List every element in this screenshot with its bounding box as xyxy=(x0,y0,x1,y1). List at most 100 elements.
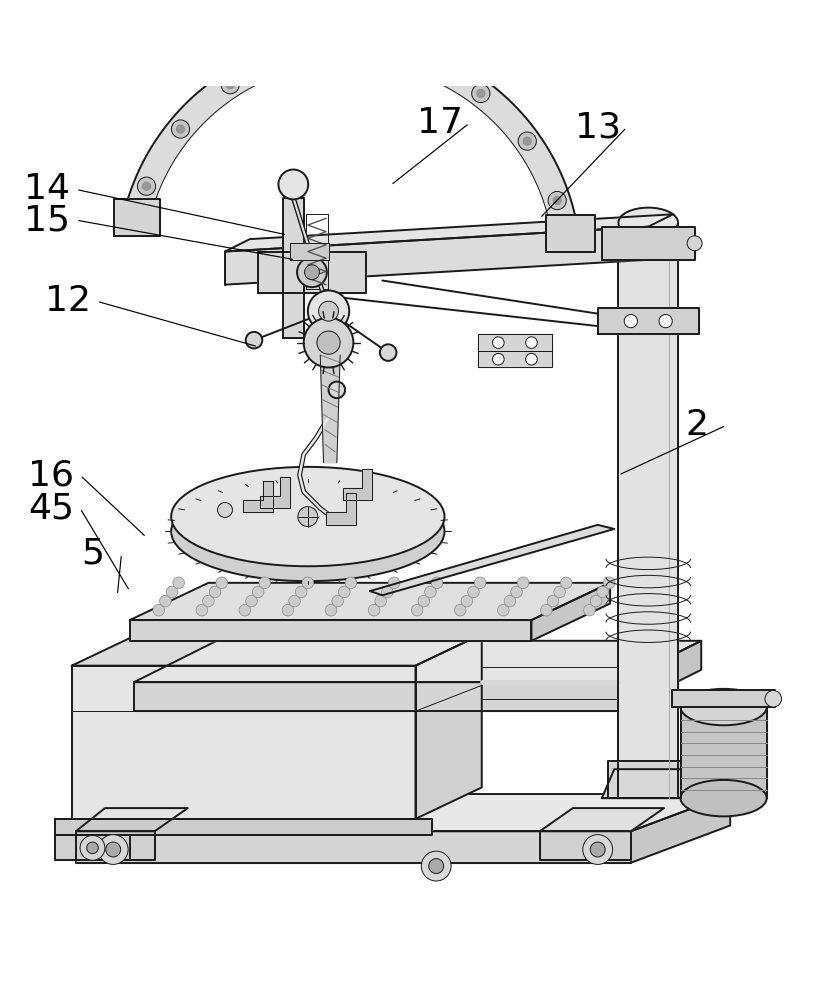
Circle shape xyxy=(425,586,436,598)
Circle shape xyxy=(318,301,338,321)
Circle shape xyxy=(166,586,178,598)
Polygon shape xyxy=(283,198,303,338)
Polygon shape xyxy=(320,355,340,463)
Circle shape xyxy=(317,331,340,354)
Circle shape xyxy=(547,595,558,607)
Circle shape xyxy=(137,177,155,195)
Circle shape xyxy=(86,842,98,854)
Circle shape xyxy=(176,125,184,133)
Polygon shape xyxy=(618,223,678,798)
Polygon shape xyxy=(539,808,664,831)
Polygon shape xyxy=(71,634,482,666)
Polygon shape xyxy=(478,351,552,367)
Circle shape xyxy=(583,835,612,864)
Polygon shape xyxy=(76,831,631,863)
Circle shape xyxy=(328,382,345,398)
Circle shape xyxy=(278,170,308,199)
Circle shape xyxy=(203,595,214,607)
Text: 15: 15 xyxy=(24,203,70,237)
Circle shape xyxy=(345,577,356,589)
Circle shape xyxy=(226,81,234,89)
Text: 17: 17 xyxy=(417,106,464,140)
Circle shape xyxy=(590,842,605,857)
Circle shape xyxy=(259,577,271,589)
Polygon shape xyxy=(130,583,610,620)
Circle shape xyxy=(418,595,430,607)
Text: 45: 45 xyxy=(28,491,74,525)
Circle shape xyxy=(80,835,105,860)
Ellipse shape xyxy=(171,467,445,566)
Circle shape xyxy=(303,318,353,367)
Circle shape xyxy=(388,577,400,589)
Polygon shape xyxy=(539,831,631,860)
Circle shape xyxy=(347,40,366,59)
Circle shape xyxy=(142,182,150,190)
Circle shape xyxy=(246,595,258,607)
Circle shape xyxy=(687,236,702,251)
Circle shape xyxy=(493,337,504,348)
Circle shape xyxy=(98,835,128,864)
Circle shape xyxy=(295,586,307,598)
Circle shape xyxy=(246,332,263,348)
Circle shape xyxy=(332,595,343,607)
Polygon shape xyxy=(76,831,155,860)
Circle shape xyxy=(659,314,672,328)
Circle shape xyxy=(307,290,349,332)
Circle shape xyxy=(421,851,451,881)
Polygon shape xyxy=(55,835,130,860)
Ellipse shape xyxy=(681,689,767,725)
Circle shape xyxy=(493,353,504,365)
Circle shape xyxy=(216,577,228,589)
Circle shape xyxy=(338,586,350,598)
Circle shape xyxy=(381,586,393,598)
Circle shape xyxy=(523,137,531,145)
Circle shape xyxy=(287,53,295,62)
Circle shape xyxy=(160,595,171,607)
Polygon shape xyxy=(134,682,618,711)
Circle shape xyxy=(624,314,637,328)
Circle shape xyxy=(590,595,602,607)
Ellipse shape xyxy=(618,208,678,237)
Circle shape xyxy=(196,604,208,616)
Text: 2: 2 xyxy=(686,408,709,442)
Circle shape xyxy=(253,586,264,598)
Circle shape xyxy=(603,577,615,589)
Text: 13: 13 xyxy=(575,110,621,144)
Polygon shape xyxy=(546,215,596,252)
Polygon shape xyxy=(258,252,366,293)
Circle shape xyxy=(472,84,490,103)
Polygon shape xyxy=(55,819,432,835)
Circle shape xyxy=(221,76,239,94)
Text: 5: 5 xyxy=(81,537,104,571)
Text: 14: 14 xyxy=(24,172,70,206)
Circle shape xyxy=(375,595,386,607)
Circle shape xyxy=(455,604,466,616)
Polygon shape xyxy=(114,199,160,236)
Circle shape xyxy=(209,586,221,598)
Circle shape xyxy=(239,604,251,616)
Polygon shape xyxy=(130,620,532,641)
Polygon shape xyxy=(134,641,701,682)
Circle shape xyxy=(297,257,327,287)
Ellipse shape xyxy=(681,780,767,816)
Text: 12: 12 xyxy=(45,284,91,318)
Circle shape xyxy=(553,586,565,598)
Circle shape xyxy=(106,842,120,857)
Polygon shape xyxy=(532,583,610,641)
Polygon shape xyxy=(243,481,273,512)
Circle shape xyxy=(218,502,233,517)
Polygon shape xyxy=(290,243,329,260)
Circle shape xyxy=(526,353,538,365)
Polygon shape xyxy=(225,227,648,285)
Circle shape xyxy=(526,337,538,348)
Circle shape xyxy=(765,690,782,707)
Ellipse shape xyxy=(171,482,445,581)
Circle shape xyxy=(540,604,552,616)
Polygon shape xyxy=(618,641,701,711)
Circle shape xyxy=(597,586,608,598)
Circle shape xyxy=(171,120,189,138)
Circle shape xyxy=(173,577,184,589)
Circle shape xyxy=(380,344,396,361)
Polygon shape xyxy=(602,769,707,798)
Circle shape xyxy=(548,191,566,210)
